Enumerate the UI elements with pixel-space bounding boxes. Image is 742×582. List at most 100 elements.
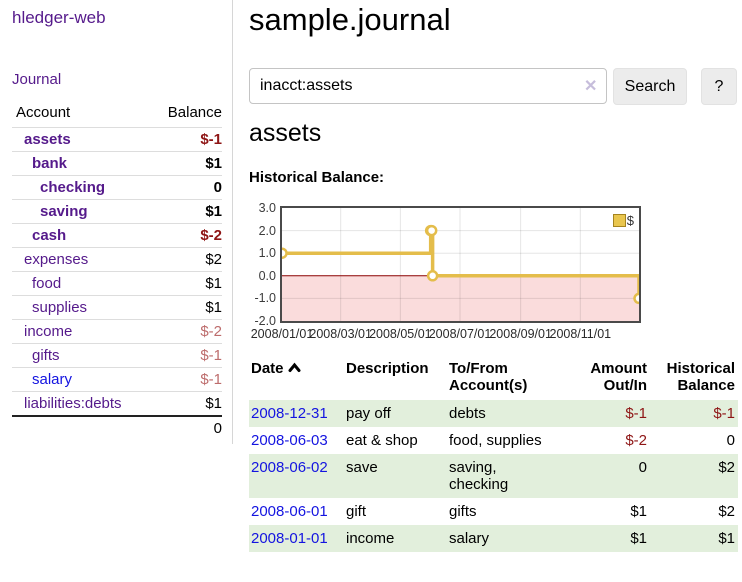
transaction-description: income xyxy=(346,530,395,547)
legend-label: $ xyxy=(626,213,634,228)
transaction-accounts: gifts xyxy=(449,503,477,520)
transaction-date-link[interactable]: 2008-06-03 xyxy=(251,432,328,449)
main-content: sample.journal ✕ Search ? assets Histori… xyxy=(249,0,742,582)
transaction-date-link[interactable]: 2008-06-01 xyxy=(251,503,328,520)
x-axis-tick-label: 2008/05/01 xyxy=(369,327,432,341)
search-button[interactable]: Search xyxy=(613,68,687,105)
chart-canvas xyxy=(282,208,639,321)
chart-legend: $ xyxy=(612,213,634,228)
x-axis-tick-label: 2008/07/01 xyxy=(428,327,492,341)
account-row: gifts $-1 xyxy=(12,343,222,368)
transaction-balance: $1 xyxy=(718,530,735,547)
account-balance: $-1 xyxy=(149,127,222,152)
app-title[interactable]: hledger-web xyxy=(12,8,106,27)
register-table: Date Description To/From Account(s) Amou… xyxy=(249,356,738,552)
transaction-accounts: saving, checking xyxy=(449,459,509,493)
transaction-amount: $-2 xyxy=(625,432,647,449)
search-form: ✕ Search ? xyxy=(249,68,742,105)
accounts-header-account: Account xyxy=(16,104,71,121)
data-point-marker xyxy=(426,270,439,282)
transaction-balance: $-1 xyxy=(713,405,735,422)
account-balance: $-1 xyxy=(149,367,222,392)
y-axis-tick-label: 0.0 xyxy=(258,268,276,283)
register-header-date[interactable]: Date xyxy=(249,356,344,400)
register-header-accounts: To/From Account(s) xyxy=(449,360,528,394)
account-link-income[interactable]: income xyxy=(12,319,150,344)
transaction-date-link[interactable]: 2008-06-02 xyxy=(251,459,328,476)
transaction-balance: $2 xyxy=(718,459,735,476)
y-axis-labels: 3.0 2.0 1.0 0.0 -1.0 -2.0 xyxy=(249,201,276,328)
accounts-header-balance: Balance xyxy=(167,104,222,121)
account-balance: $1 xyxy=(149,391,222,416)
register-header-balance: Historical Balance xyxy=(666,360,735,394)
help-button[interactable]: ? xyxy=(701,68,737,105)
account-row: income $-2 xyxy=(12,319,222,344)
transaction-accounts: salary xyxy=(449,530,490,547)
transaction-date-link[interactable]: 2008-12-31 xyxy=(251,405,328,422)
sidebar-item-journal[interactable]: Journal xyxy=(12,71,62,88)
legend-swatch-icon xyxy=(612,214,626,227)
transaction-balance: $2 xyxy=(718,503,735,520)
account-row: food $1 xyxy=(12,271,222,296)
account-balance: $-2 xyxy=(149,223,222,248)
transaction-date-link[interactable]: 2008-01-01 xyxy=(251,530,328,547)
clear-search-icon[interactable]: ✕ xyxy=(584,78,598,95)
account-link-assets[interactable]: assets xyxy=(12,127,150,152)
account-link-food[interactable]: food xyxy=(12,271,150,296)
account-balance: $-1 xyxy=(149,343,222,368)
account-link-salary[interactable]: salary xyxy=(12,367,150,392)
x-axis-tick-label: 2008/11/01 xyxy=(549,327,612,341)
register-row: 2008-12-31 pay off debts $-1 $-1 xyxy=(249,400,738,427)
page-title: sample.journal xyxy=(249,2,451,37)
account-link-gifts[interactable]: gifts xyxy=(12,343,150,368)
data-point-marker xyxy=(425,224,438,237)
account-link-liabilities-debts[interactable]: liabilities:debts xyxy=(12,391,150,416)
search-input[interactable] xyxy=(249,68,607,104)
transaction-amount: $-1 xyxy=(625,405,647,422)
chart-plot-area[interactable]: $ xyxy=(280,206,641,323)
account-balance: $1 xyxy=(149,151,222,176)
x-axis-tick-label: 2008/01/01 xyxy=(250,327,314,341)
x-axis-tick-label: 2008/03/01 xyxy=(309,327,372,341)
account-row: checking 0 xyxy=(12,175,222,200)
account-link-cash[interactable]: cash xyxy=(12,223,150,248)
register-row: 2008-01-01 income salary $1 $1 xyxy=(249,525,738,552)
accounts-total-value: 0 xyxy=(149,415,222,440)
register-row: 2008-06-02 save saving, checking 0 $2 xyxy=(249,454,738,498)
account-link-bank[interactable]: bank xyxy=(12,151,150,176)
y-axis-tick-label: -1.0 xyxy=(254,291,276,306)
account-balance: $-2 xyxy=(149,319,222,344)
account-balance: 0 xyxy=(149,175,222,200)
account-balance: $2 xyxy=(149,247,222,272)
transaction-amount: $1 xyxy=(630,503,647,520)
transaction-accounts: food, supplies xyxy=(449,432,542,449)
account-row: saving $1 xyxy=(12,199,222,224)
transaction-description: eat & shop xyxy=(346,432,418,449)
y-axis-tick-label: 2.0 xyxy=(258,223,276,238)
accounts-table: Account Balance assets $-1 bank $1 checkin… xyxy=(12,101,222,440)
account-row: salary $-1 xyxy=(12,367,222,392)
account-link-saving[interactable]: saving xyxy=(12,199,150,224)
account-balance: $1 xyxy=(149,199,222,224)
account-row: cash $-2 xyxy=(12,223,222,248)
transaction-amount: $1 xyxy=(630,530,647,547)
account-link-checking[interactable]: checking xyxy=(12,175,150,200)
y-axis-tick-label: -2.0 xyxy=(254,314,276,328)
account-row: assets $-1 xyxy=(12,127,222,152)
transaction-balance: 0 xyxy=(726,432,735,449)
account-heading: assets xyxy=(249,119,322,147)
register-row: 2008-06-03 eat & shop food, supplies $-2… xyxy=(249,427,738,454)
transaction-description: save xyxy=(346,459,378,476)
account-row: supplies $1 xyxy=(12,295,222,320)
account-row: bank $1 xyxy=(12,151,222,176)
account-row: liabilities:debts $1 xyxy=(12,391,222,416)
account-link-supplies[interactable]: supplies xyxy=(12,295,150,320)
transaction-accounts: debts xyxy=(449,405,486,422)
transaction-description: gift xyxy=(346,503,367,520)
account-link-expenses[interactable]: expenses xyxy=(12,247,150,272)
account-balance: $1 xyxy=(149,271,222,296)
data-point-marker xyxy=(282,247,288,259)
register-row: 2008-06-01 gift gifts $1 $2 xyxy=(249,498,738,525)
transaction-amount: 0 xyxy=(638,459,647,476)
register-header-amount: Amount Out/In xyxy=(590,360,647,394)
